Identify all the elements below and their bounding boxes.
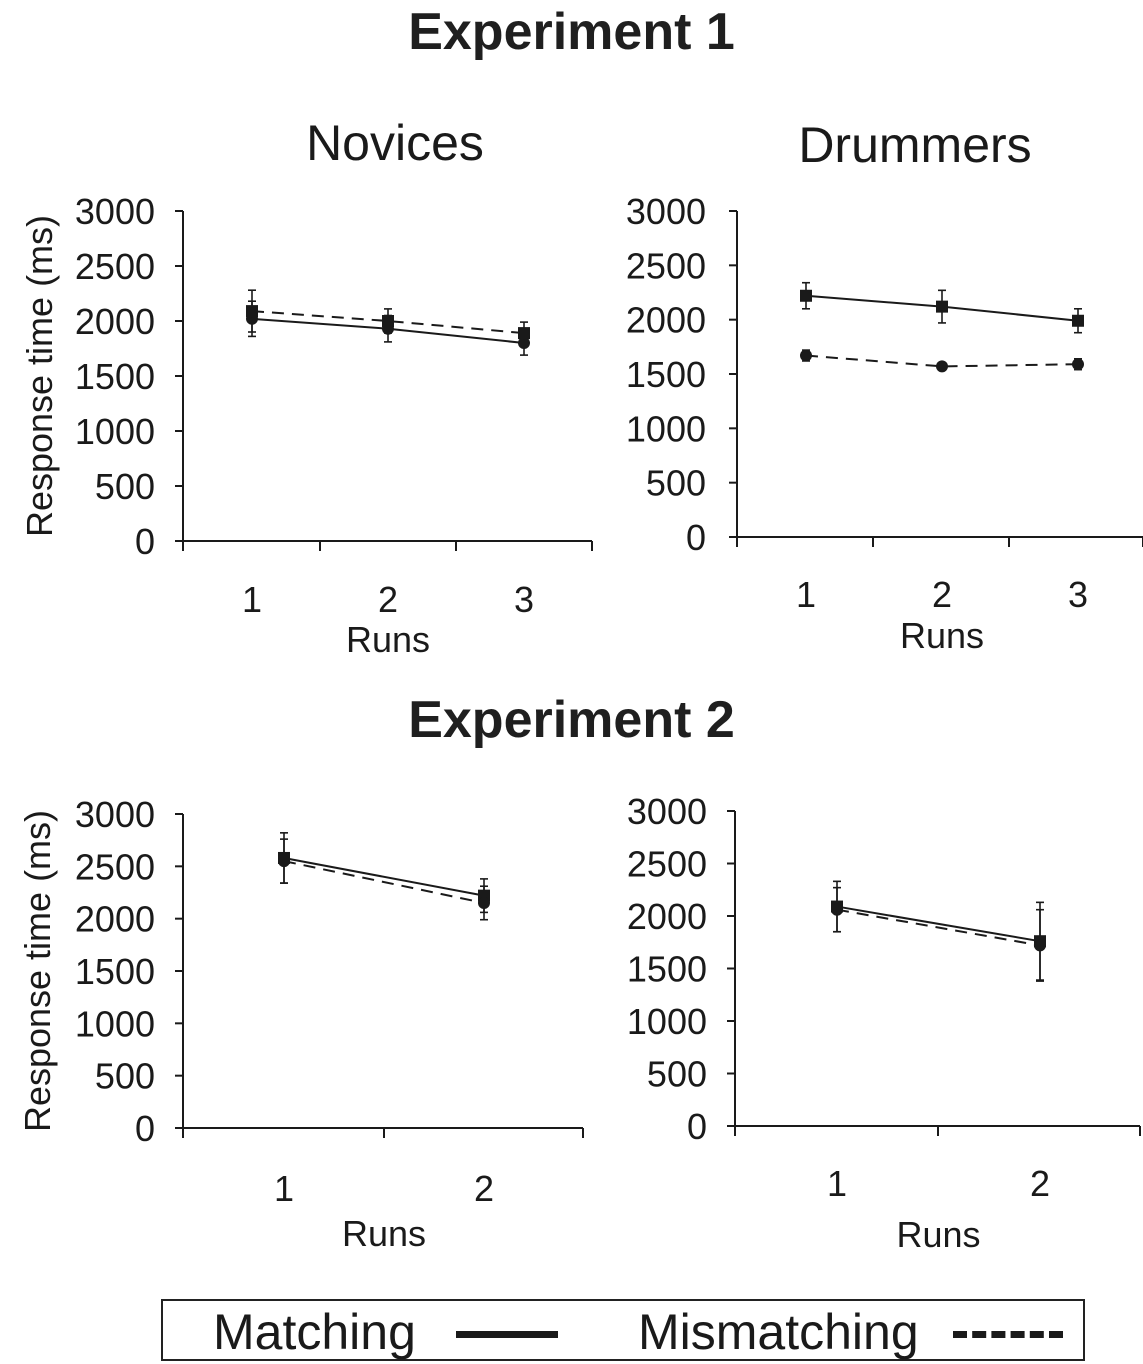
y-tick-label: 1000 xyxy=(75,1003,155,1044)
y-tick-label: 2500 xyxy=(75,846,155,887)
y-tick-label: 2500 xyxy=(75,246,155,287)
x-tick-label: 2 xyxy=(1030,1163,1050,1204)
data-point-circle xyxy=(800,349,812,362)
chart-panel-3: 0 500 1000 1500 2000 2500 3000 1 2 Runs Response t… xyxy=(17,794,584,1254)
y-tick-label: 3000 xyxy=(626,191,706,232)
y-tick-label: 3000 xyxy=(75,794,155,835)
chart-title: Drummers xyxy=(798,117,1031,173)
x-tick-label: 2 xyxy=(932,574,952,615)
x-tick-label: 1 xyxy=(827,1163,847,1204)
series-matching xyxy=(800,281,1084,334)
x-axis-label: Runs xyxy=(896,1214,980,1255)
y-tick-label: 2000 xyxy=(75,899,155,940)
data-point-circle xyxy=(1072,358,1084,371)
x-tick-label: 1 xyxy=(274,1168,294,1209)
series-mismatching xyxy=(800,349,1084,373)
x-axis-label: Runs xyxy=(900,615,984,656)
series-line xyxy=(805,354,1079,368)
legend: Matching Mismatching xyxy=(161,1299,1085,1361)
y-tick-label: 2000 xyxy=(75,301,155,342)
series-mismatching xyxy=(831,886,1046,982)
legend-mismatching-label: Mismatching xyxy=(638,1304,919,1360)
y-tick-label: 3000 xyxy=(627,791,707,832)
y-tick-label: 2000 xyxy=(626,300,706,341)
experiment1-title: Experiment 1 xyxy=(408,3,735,61)
y-axis-label: Response time (ms) xyxy=(19,215,60,537)
x-tick-label: 2 xyxy=(378,579,398,620)
y-tick-label: 2000 xyxy=(627,896,707,937)
y-tick-label: 1500 xyxy=(626,354,706,395)
data-point-circle xyxy=(278,855,290,868)
y-tick-label: 0 xyxy=(687,1106,707,1147)
series-line xyxy=(251,310,525,335)
y-tick-label: 2500 xyxy=(627,844,707,885)
data-point-square xyxy=(518,327,530,340)
y-tick-label: 1500 xyxy=(627,949,707,990)
data-point-square xyxy=(382,315,394,327)
legend-mismatching-swatch xyxy=(953,1331,1063,1338)
y-tick-label: 500 xyxy=(95,1056,155,1097)
experiment2-title: Experiment 2 xyxy=(408,691,735,749)
x-tick-label: 2 xyxy=(474,1168,494,1209)
data-point-square xyxy=(936,300,948,313)
y-tick-label: 0 xyxy=(135,1108,155,1149)
series-matching xyxy=(831,880,1046,981)
x-tick-label: 3 xyxy=(514,579,534,620)
series-line xyxy=(283,856,485,897)
y-tick-label: 0 xyxy=(686,517,706,558)
y-axis-label: Response time (ms) xyxy=(17,810,58,1132)
data-point-circle xyxy=(831,903,843,916)
x-tick-label: 1 xyxy=(242,579,262,620)
y-tick-label: 500 xyxy=(646,463,706,504)
y-tick-label: 0 xyxy=(135,521,155,562)
y-tick-label: 500 xyxy=(95,466,155,507)
series-line xyxy=(836,905,1041,943)
legend-matching-swatch xyxy=(456,1331,558,1338)
y-tick-label: 1000 xyxy=(626,408,706,449)
y-tick-label: 500 xyxy=(647,1054,707,1095)
data-point-square xyxy=(800,289,812,302)
y-tick-label: 1500 xyxy=(75,951,155,992)
series-line xyxy=(283,860,485,904)
chart-panel-2: Drummers 0 500 1000 1500 2000 2500 3000 1 2 3 Runs xyxy=(626,117,1143,656)
y-tick-label: 2500 xyxy=(626,245,706,286)
x-tick-label: 3 xyxy=(1068,574,1088,615)
y-tick-label: 1500 xyxy=(75,356,155,397)
chart-panel-4: 0 500 1000 1500 2000 2500 3000 1 2 Runs xyxy=(627,791,1141,1255)
data-point-square xyxy=(246,305,258,318)
series-mismatching xyxy=(278,838,490,921)
x-tick-label: 1 xyxy=(796,574,816,615)
data-point-circle xyxy=(1034,939,1046,952)
data-point-circle xyxy=(936,360,948,373)
data-point-circle xyxy=(478,896,490,909)
series-line xyxy=(836,908,1041,947)
y-tick-label: 1000 xyxy=(627,1001,707,1042)
data-point-square xyxy=(1072,314,1084,327)
series-mismatching xyxy=(246,289,530,345)
chart-panel-1: Novices 0 500 1000 1500 2000 2500 3000 1 2 3 Runs Re… xyxy=(19,115,593,660)
y-tick-label: 3000 xyxy=(75,191,155,232)
chart-title: Novices xyxy=(306,115,484,171)
y-tick-label: 1000 xyxy=(75,411,155,452)
series-matching xyxy=(278,832,490,914)
legend-matching-label: Matching xyxy=(213,1304,416,1360)
x-axis-label: Runs xyxy=(346,619,430,660)
x-axis-label: Runs xyxy=(342,1213,426,1254)
